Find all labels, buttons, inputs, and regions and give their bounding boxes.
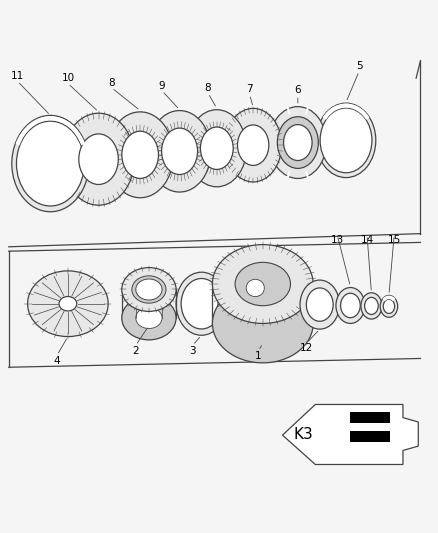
- Bar: [350, 412, 390, 423]
- Ellipse shape: [162, 128, 198, 174]
- Ellipse shape: [122, 268, 176, 311]
- Ellipse shape: [148, 110, 211, 192]
- Ellipse shape: [246, 279, 264, 297]
- Ellipse shape: [59, 296, 77, 311]
- Polygon shape: [283, 405, 418, 464]
- Text: 4: 4: [53, 356, 60, 366]
- Ellipse shape: [12, 115, 89, 212]
- Text: 15: 15: [388, 235, 401, 245]
- Ellipse shape: [269, 107, 326, 179]
- Text: 8: 8: [108, 77, 115, 87]
- Text: 13: 13: [331, 235, 344, 245]
- Ellipse shape: [176, 272, 227, 335]
- Text: 11: 11: [11, 71, 24, 81]
- Ellipse shape: [132, 276, 166, 303]
- Ellipse shape: [320, 108, 372, 173]
- Text: 5: 5: [356, 61, 363, 71]
- Ellipse shape: [336, 287, 365, 324]
- Ellipse shape: [79, 134, 118, 184]
- Ellipse shape: [284, 125, 312, 160]
- Bar: [350, 431, 390, 442]
- Text: 10: 10: [61, 73, 74, 83]
- Text: 3: 3: [189, 345, 196, 356]
- Ellipse shape: [277, 117, 318, 168]
- Ellipse shape: [212, 284, 313, 363]
- Ellipse shape: [316, 103, 376, 177]
- Ellipse shape: [237, 125, 269, 165]
- Ellipse shape: [107, 112, 173, 198]
- Ellipse shape: [212, 245, 313, 324]
- Ellipse shape: [122, 131, 159, 179]
- Ellipse shape: [187, 110, 247, 187]
- Text: 1: 1: [255, 351, 262, 361]
- Ellipse shape: [341, 293, 360, 318]
- Text: 14: 14: [360, 235, 374, 245]
- Text: K3: K3: [293, 427, 314, 442]
- Ellipse shape: [63, 113, 134, 205]
- Ellipse shape: [136, 308, 162, 328]
- Ellipse shape: [122, 296, 176, 340]
- Ellipse shape: [361, 293, 382, 319]
- Ellipse shape: [17, 121, 84, 206]
- Ellipse shape: [201, 127, 233, 169]
- Ellipse shape: [383, 299, 395, 313]
- Ellipse shape: [28, 271, 108, 336]
- Ellipse shape: [136, 279, 162, 300]
- Ellipse shape: [235, 262, 290, 306]
- Ellipse shape: [300, 280, 339, 329]
- Ellipse shape: [380, 295, 398, 317]
- Ellipse shape: [306, 288, 333, 321]
- Ellipse shape: [364, 297, 378, 314]
- Ellipse shape: [181, 279, 222, 329]
- Text: 6: 6: [294, 85, 301, 95]
- Text: 9: 9: [159, 80, 166, 91]
- Text: 8: 8: [205, 83, 212, 93]
- Text: 7: 7: [246, 84, 253, 94]
- Text: 2: 2: [132, 345, 139, 356]
- Text: 12: 12: [300, 343, 313, 353]
- Ellipse shape: [225, 108, 282, 182]
